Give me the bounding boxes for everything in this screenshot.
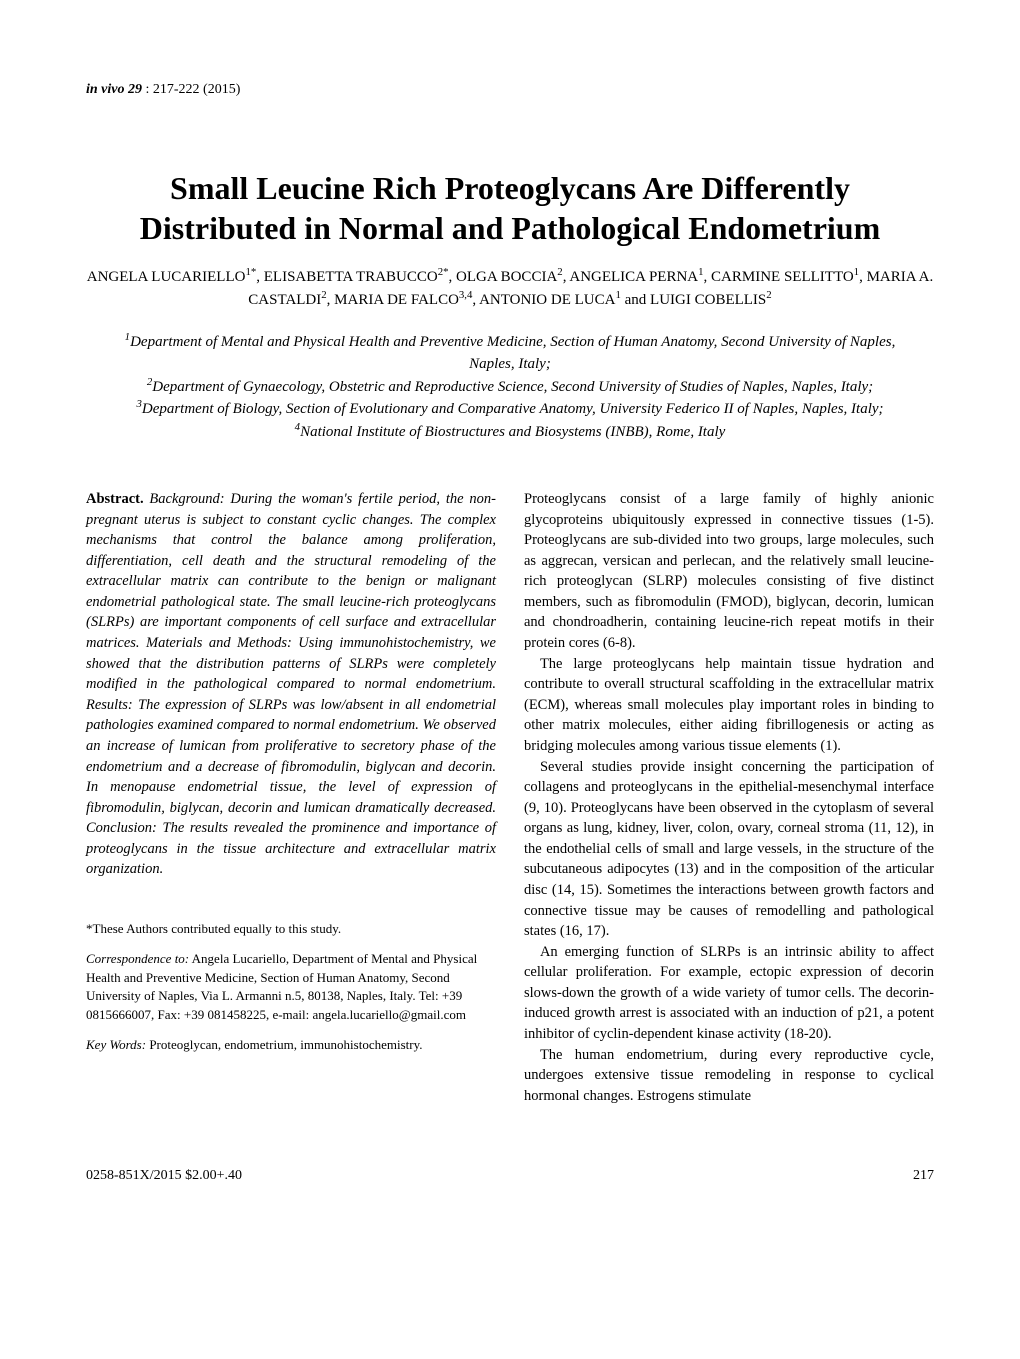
footnote-block: *These Authors contributed equally to th…: [86, 920, 496, 1055]
page-number: 217: [913, 1168, 934, 1184]
abstract-body: Background: During the woman's fertile p…: [86, 491, 496, 877]
abstract: Abstract. Background: During the woman's…: [86, 489, 496, 880]
correspondence-lead: Correspondence to:: [86, 951, 189, 966]
body-paragraph-3: Several studies provide insight concerni…: [524, 757, 934, 942]
body-paragraph-1: Proteoglycans consist of a large family …: [524, 489, 934, 654]
keywords-lead: Key Words:: [86, 1037, 146, 1052]
keywords-body: Proteoglycan, endometrium, immunohistoch…: [146, 1037, 422, 1052]
two-column-body: Abstract. Background: During the woman's…: [86, 489, 934, 1106]
body-paragraph-5: The human endometrium, during every repr…: [524, 1045, 934, 1107]
column-spacer: [86, 880, 496, 920]
running-head: in vivo 29 : 217-222 (2015): [86, 82, 934, 98]
article-title: Small Leucine Rich Proteoglycans Are Dif…: [96, 168, 924, 248]
author-list: ANGELA LUCARIELLO1*, ELISABETTA TRABUCCO…: [86, 266, 934, 313]
equal-contribution-note: *These Authors contributed equally to th…: [86, 920, 496, 938]
keywords: Key Words: Proteoglycan, endometrium, im…: [86, 1036, 496, 1054]
abstract-lead: Abstract.: [86, 491, 144, 507]
volume-issue: 29: [128, 82, 142, 97]
affiliations: 1Department of Mental and Physical Healt…: [116, 331, 904, 444]
journal-name: in vivo: [86, 82, 125, 97]
page-footer: 0258-851X/2015 $2.00+.40 217: [86, 1168, 934, 1184]
correspondence: Correspondence to: Angela Lucariello, De…: [86, 950, 496, 1024]
footer-left: 0258-851X/2015 $2.00+.40: [86, 1168, 242, 1184]
body-paragraph-2: The large proteoglycans help maintain ti…: [524, 654, 934, 757]
pages-year: : 217-222 (2015): [146, 82, 241, 97]
body-paragraph-4: An emerging function of SLRPs is an intr…: [524, 942, 934, 1045]
